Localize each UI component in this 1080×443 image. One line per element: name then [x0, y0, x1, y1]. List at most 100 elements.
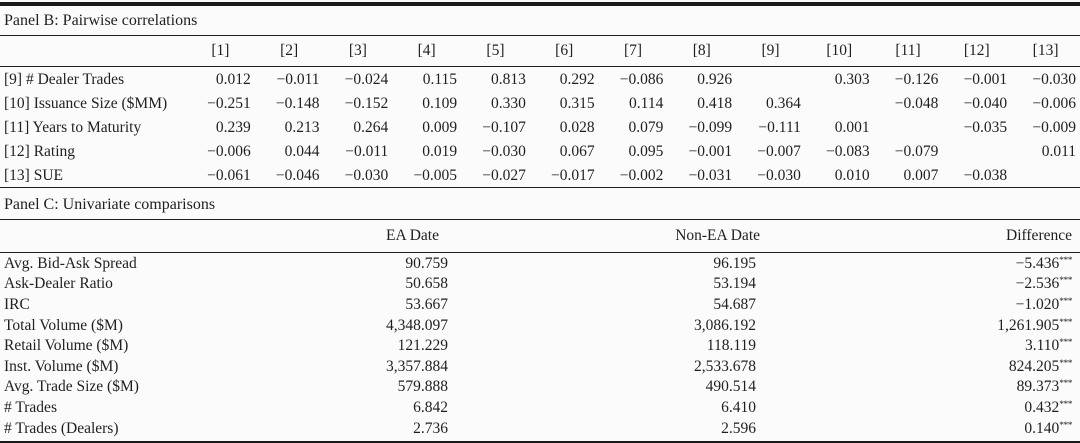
header-spacer-cell [0, 36, 186, 67]
correlation-cell: 0.364 [766, 94, 801, 112]
column-number-header: [7] [598, 36, 668, 67]
comparison-table-row: Avg. Trade Size ($M) 579.888 490.514 89.… [0, 377, 1080, 398]
correlation-cell: −0.011 [345, 142, 389, 160]
column-header-non-ea-date: Non-EA Date [455, 220, 762, 253]
correlation-cell: 0.079 [628, 118, 664, 136]
panel-b-title: Panel B: Pairwise correlations [0, 6, 1080, 36]
correlation-cell: 0.028 [559, 118, 595, 136]
difference-value: 1,261.905 [997, 316, 1060, 334]
non-ea-date-value: 118.119 [706, 337, 756, 355]
column-number-header: [9] [736, 36, 805, 67]
panel-c-table: EA Date Non-EA Date Difference Avg. Bid-… [0, 220, 1080, 443]
non-ea-date-value: 490.514 [705, 378, 756, 396]
correlation-cell: −0.061 [207, 166, 251, 184]
difference-cell: −2.536*** [762, 274, 1080, 295]
difference-value: 0.140 [1024, 419, 1060, 437]
correlation-cell: −0.079 [894, 142, 939, 160]
column-number-header: [13] [1011, 36, 1080, 67]
difference-value: 0.432 [1024, 398, 1060, 416]
correlation-cell: 0.926 [697, 70, 733, 88]
correlation-cell: −0.002 [619, 166, 664, 184]
comparison-table-row: Avg. Bid-Ask Spread 90.759 96.195 −5.436… [0, 253, 1080, 274]
correlation-cell: −0.027 [482, 166, 526, 184]
column-number-header: [11] [873, 36, 943, 67]
correlation-cell: −0.038 [963, 166, 1008, 184]
row-label: # Trades (Dealers) [4, 419, 119, 437]
correlation-cell [942, 139, 1011, 163]
non-ea-date-value: 3,086.192 [694, 316, 756, 334]
correlation-table-row: [9] # Dealer Trades 0.012 −0.011 −0.024 … [0, 67, 1080, 92]
correlation-cell: 0.044 [284, 142, 320, 160]
comparison-table-row: # Trades 6.842 6.410 0.432*** [0, 397, 1080, 418]
non-ea-date-value: 6.410 [721, 398, 756, 416]
correlation-table-row: [11] Years to Maturity 0.239 0.213 0.264… [0, 115, 1080, 139]
correlation-cell: 0.007 [903, 166, 939, 184]
difference-value: −2.536 [1015, 275, 1060, 293]
ea-date-value: 90.759 [405, 254, 448, 272]
correlation-cell: 0.011 [1041, 142, 1076, 160]
column-number-header: [6] [529, 36, 599, 67]
panel-c-header-row: EA Date Non-EA Date Difference [0, 220, 1080, 253]
correlation-cell: −0.048 [894, 94, 939, 112]
column-number-header: [12] [942, 36, 1012, 67]
row-label: [13] SUE [4, 166, 63, 184]
correlation-cell: −0.030 [482, 142, 526, 160]
ea-date-value: 53.667 [405, 295, 448, 313]
correlation-cell: −0.030 [1032, 70, 1076, 88]
significance-stars: *** [1059, 296, 1072, 307]
column-number-header: [1] [186, 36, 255, 67]
correlation-cell: −0.007 [757, 142, 801, 160]
difference-cell: 1,261.905*** [762, 315, 1080, 336]
row-label: Avg. Trade Size ($M) [4, 378, 139, 396]
column-number-header: [5] [461, 36, 530, 67]
difference-cell: 89.373*** [762, 377, 1080, 398]
correlation-cell: −0.099 [688, 118, 733, 136]
row-label: Total Volume ($M) [4, 316, 123, 334]
correlation-cell: −0.006 [207, 142, 251, 160]
header-spacer-cell [0, 220, 260, 253]
row-label: Retail Volume ($M) [4, 337, 129, 355]
row-label: Ask-Dealer Ratio [4, 275, 113, 293]
significance-stars: *** [1059, 317, 1072, 328]
significance-stars: *** [1059, 420, 1072, 431]
correlation-cell: 0.109 [422, 94, 458, 112]
row-label: [10] Issuance Size ($MM) [4, 94, 168, 112]
top-double-rule [0, 2, 1080, 6]
row-label: [12] Rating [4, 142, 76, 160]
significance-stars: *** [1059, 399, 1072, 410]
correlation-cell: 0.010 [834, 166, 870, 184]
correlation-cell: 0.114 [629, 94, 664, 112]
panel-b-header-row: [1] [2] [3] [4] [5] [6] [7] [8] [9] [0, 36, 1080, 67]
non-ea-date-value: 54.687 [713, 295, 756, 313]
ea-date-value: 2.736 [413, 419, 448, 437]
difference-cell: −5.436*** [762, 253, 1080, 274]
correlation-cell: −0.006 [1032, 94, 1076, 112]
correlation-cell: 0.292 [559, 70, 595, 88]
difference-value: −1.020 [1015, 295, 1060, 313]
panel-c-header: EA Date Non-EA Date Difference [0, 220, 1080, 253]
correlation-cell: 0.303 [834, 70, 870, 88]
correlation-cell: −0.111 [758, 118, 801, 136]
comparison-table-row: # Trades (Dealers) 2.736 2.596 0.140*** [0, 418, 1080, 442]
non-ea-date-value: 2.596 [721, 419, 756, 437]
correlation-cell: −0.035 [963, 118, 1008, 136]
row-label: # Trades [4, 398, 57, 416]
column-number-header: [8] [667, 36, 737, 67]
difference-cell: 0.432*** [762, 397, 1080, 418]
row-label: Avg. Bid-Ask Spread [4, 254, 137, 272]
non-ea-date-value: 53.194 [713, 275, 756, 293]
correlation-cell: 0.095 [628, 142, 664, 160]
row-label: [11] Years to Maturity [4, 118, 142, 136]
difference-value: 824.205 [1008, 357, 1060, 375]
comparison-table-row: Retail Volume ($M) 121.229 118.119 3.110… [0, 335, 1080, 356]
significance-stars: *** [1059, 276, 1072, 287]
correlation-table-row: [13] SUE −0.061 −0.046 −0.030 −0.005 −0.… [0, 163, 1080, 188]
correlation-cell: −0.030 [344, 166, 389, 184]
comparison-table-row: Inst. Volume ($M) 3,357.884 2,533.678 82… [0, 356, 1080, 377]
correlation-cell: −0.126 [894, 70, 939, 88]
panel-b-body: [9] # Dealer Trades 0.012 −0.011 −0.024 … [0, 67, 1080, 188]
ea-date-value: 6.842 [413, 398, 448, 416]
correlation-cell: 0.315 [559, 94, 595, 112]
panel-c-title: Panel C: Univariate comparisons [0, 188, 1080, 220]
